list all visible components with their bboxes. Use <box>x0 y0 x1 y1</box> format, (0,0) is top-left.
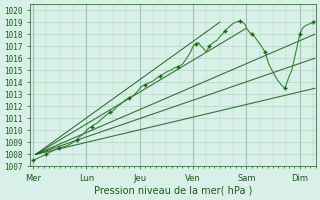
X-axis label: Pression niveau de la mer( hPa ): Pression niveau de la mer( hPa ) <box>94 186 252 196</box>
